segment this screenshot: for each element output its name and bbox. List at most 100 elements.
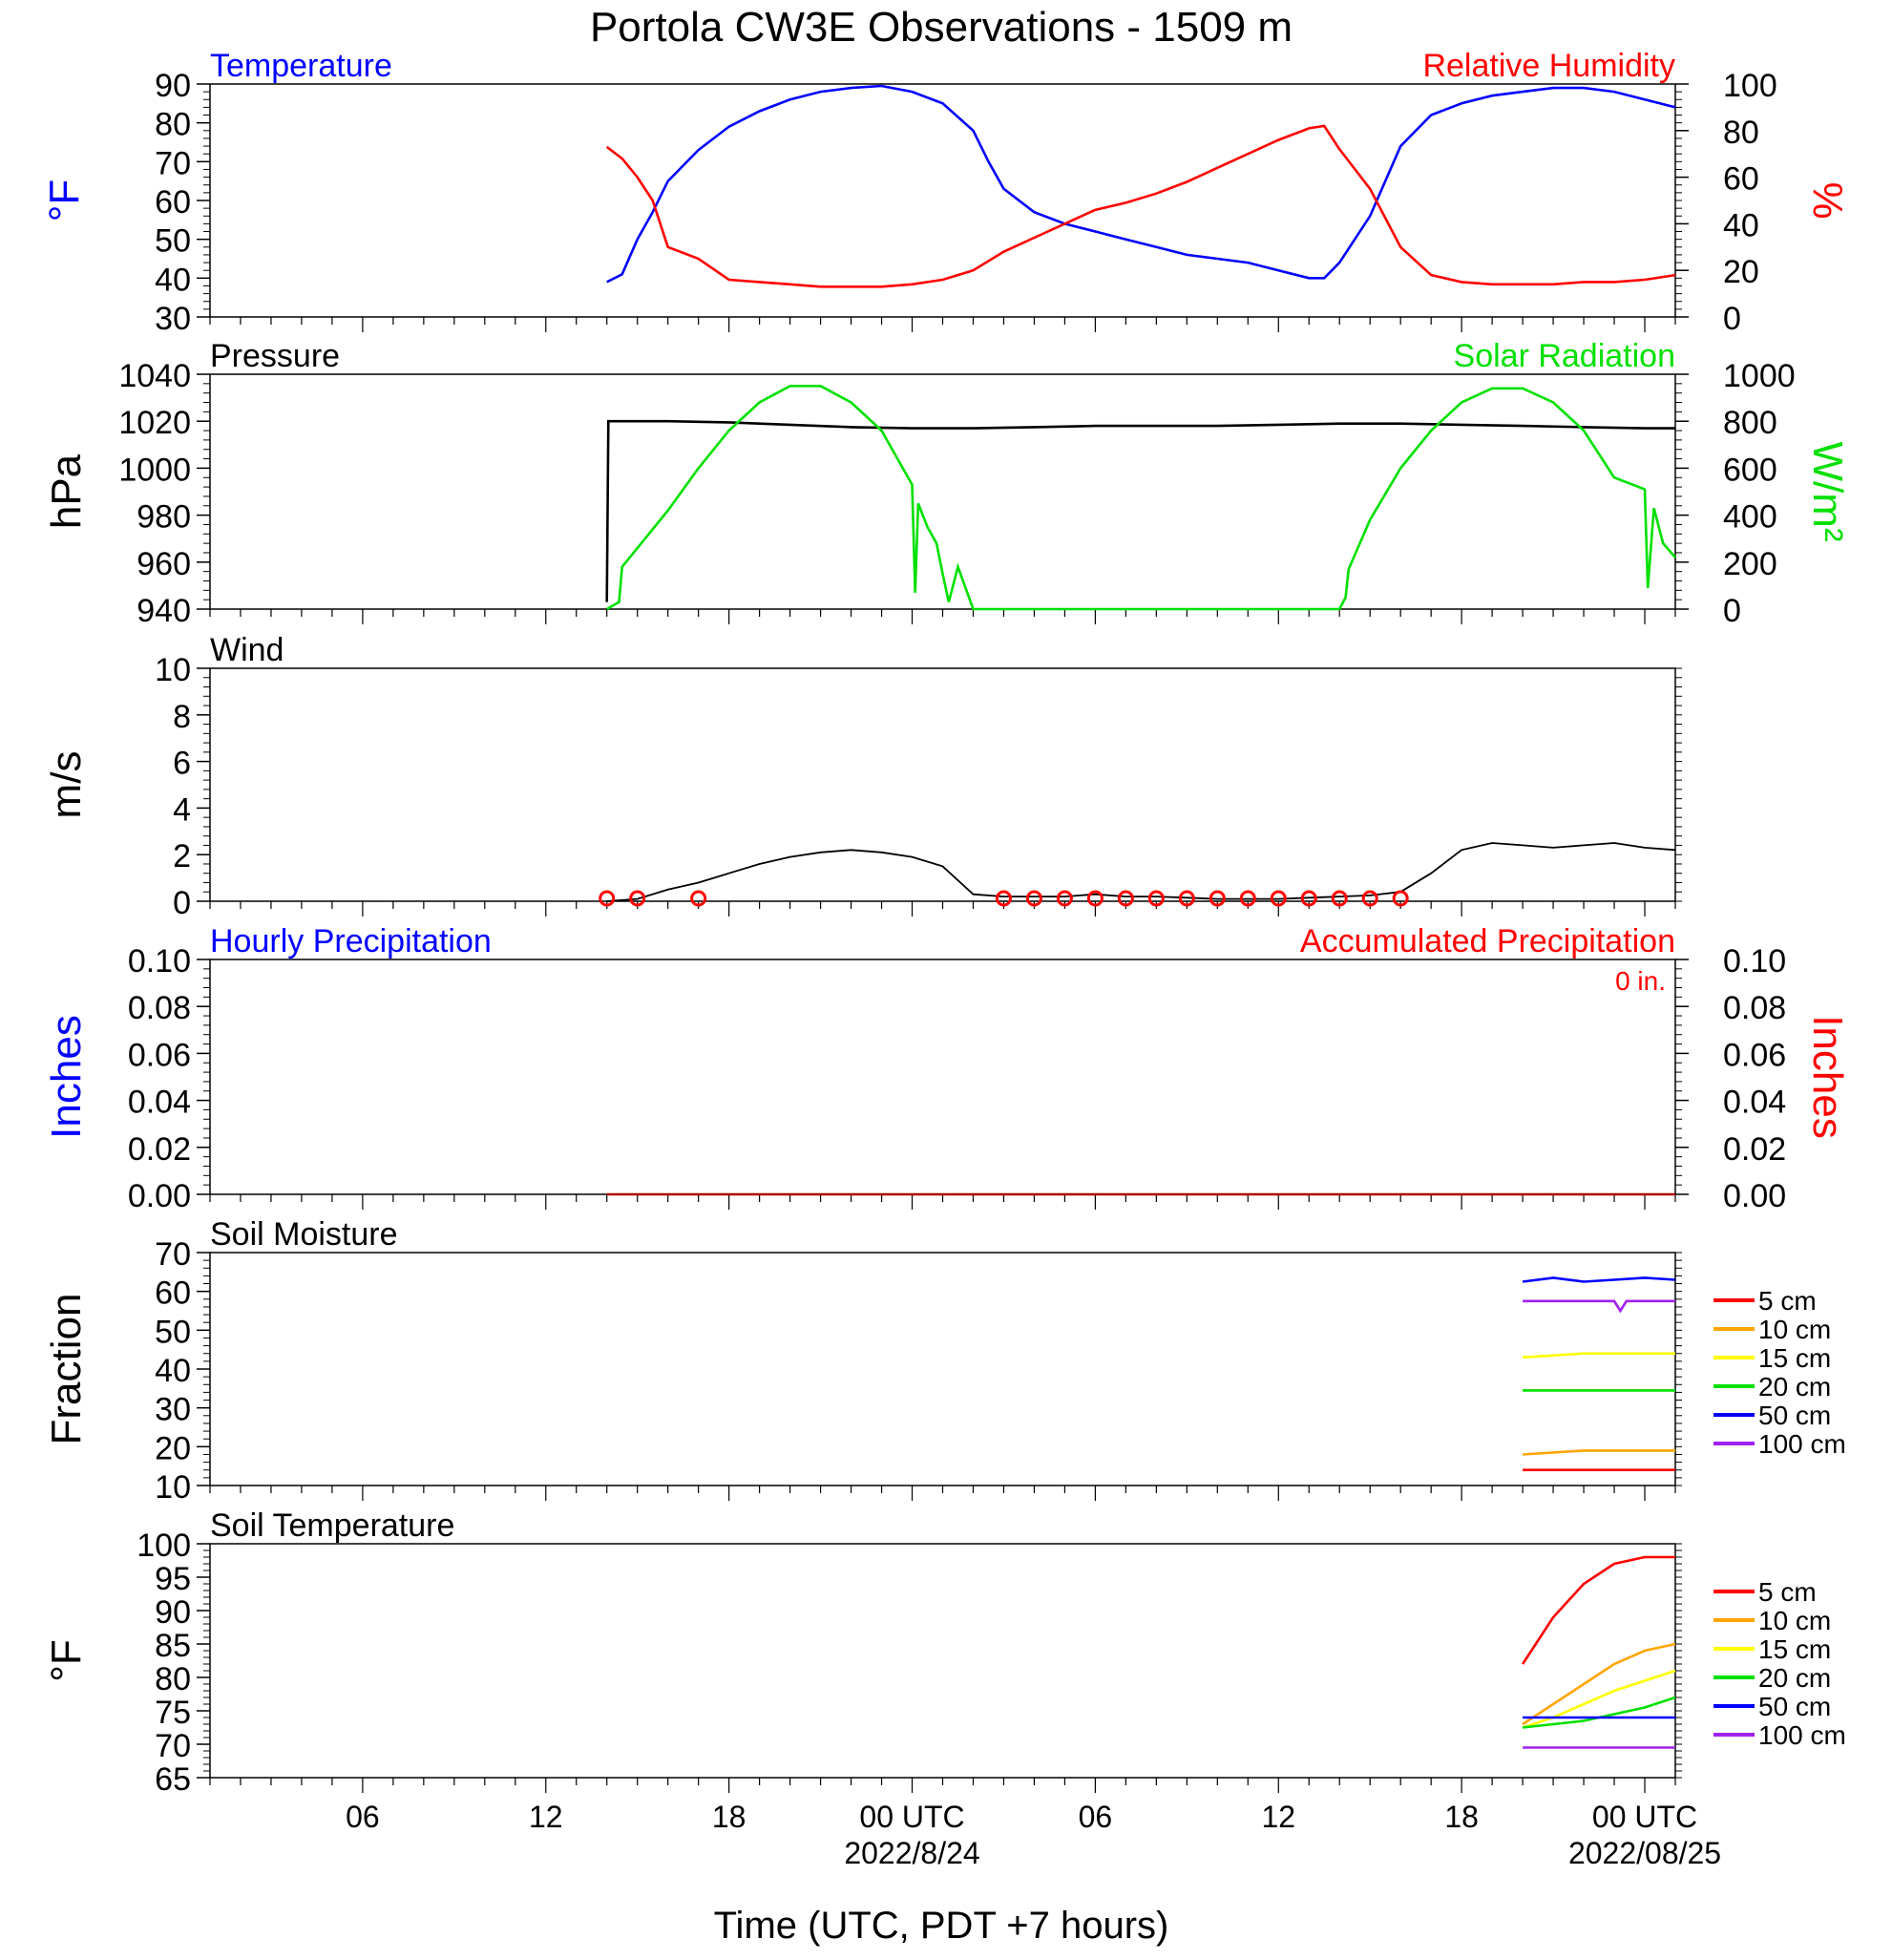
precip-total-annotation: 0 in. — [1615, 966, 1666, 996]
calm-wind-marker — [1361, 890, 1378, 907]
panel-title-right: Solar Radiation — [1454, 338, 1675, 374]
y-tick-label-left: 65 — [155, 1761, 191, 1798]
y-tick-label-left: 60 — [155, 1275, 191, 1312]
calm-wind-marker — [1331, 890, 1348, 907]
y-tick-label-left: 960 — [137, 546, 191, 582]
y-tick-label-left: 60 — [155, 184, 191, 221]
x-tick-label: 12 — [1261, 1800, 1295, 1834]
y-tick-label-left: 40 — [155, 1353, 191, 1389]
y-tick-label-right: 400 — [1723, 499, 1777, 536]
calm-wind-marker — [1178, 890, 1195, 907]
y-tick-label-left: 0.04 — [128, 1085, 191, 1121]
x-tick-label: 00 UTC — [1592, 1800, 1697, 1834]
y-tick-label-right: 0.06 — [1723, 1037, 1786, 1073]
panel-title-left: Temperature — [210, 48, 392, 84]
legend-label: 15 cm — [1758, 1343, 1831, 1373]
y-tick-label-left: 0 — [173, 885, 191, 921]
y-tick-label-left: 2 — [173, 838, 191, 875]
panel-title-right: Relative Humidity — [1422, 48, 1675, 84]
panel-title-right: Accumulated Precipitation — [1300, 923, 1675, 959]
y-tick-label-left: 95 — [155, 1561, 191, 1597]
series-line-soil-temperature-0 — [1522, 1555, 1675, 1665]
y-tick-label-right: 0 — [1723, 301, 1741, 337]
panel-precipitation: 0.00 0.02 0.04 0.06 0.08 0.10 0.00 0.02 0.04 0.06… — [43, 923, 1851, 1214]
y-tick-label-left: 75 — [155, 1695, 191, 1731]
y-tick-label-left: 0.06 — [128, 1037, 191, 1073]
x-tick-label: 00 UTC — [859, 1800, 964, 1834]
y-axis-label-right: Inches — [1804, 1015, 1851, 1139]
calm-wind-marker — [1300, 890, 1317, 907]
y-tick-label-left: 50 — [155, 1314, 191, 1350]
calm-wind-marker — [1117, 890, 1134, 907]
series-line-soil-moisture-4 — [1522, 1276, 1676, 1283]
y-tick-label-right: 0.08 — [1723, 990, 1786, 1026]
legend-label: 50 cm — [1758, 1401, 1831, 1430]
y-axis-label-left: hPa — [43, 453, 90, 529]
y-tick-label-left: 70 — [155, 145, 191, 181]
y-tick-label-right: 800 — [1723, 405, 1777, 441]
y-tick-label-right: 20 — [1723, 254, 1759, 290]
y-tick-label-left: 30 — [155, 301, 191, 337]
x-tick-label: 06 — [1079, 1800, 1113, 1834]
y-tick-label-left: 0.02 — [128, 1131, 191, 1168]
legend-label: 5 cm — [1758, 1286, 1817, 1316]
x-tick-label: 18 — [712, 1800, 746, 1834]
panel-title-left: Soil Moisture — [210, 1216, 398, 1253]
series-line-pressure-solar-1 — [606, 384, 1676, 611]
series-line-soil-temperature-2 — [1522, 1669, 1676, 1729]
calm-wind-marker — [1147, 890, 1165, 907]
y-tick-label-left: 70 — [155, 1728, 191, 1764]
y-tick-label-left: 30 — [155, 1392, 191, 1428]
y-tick-label-left: 40 — [155, 262, 191, 298]
calm-wind-marker — [1270, 890, 1287, 907]
y-tick-label-left: 1020 — [118, 405, 191, 441]
y-tick-label-right: 60 — [1723, 161, 1759, 198]
y-tick-label-left: 8 — [173, 699, 191, 735]
y-tick-label-left: 940 — [137, 593, 191, 629]
y-axis-label-left: Fraction — [43, 1294, 90, 1445]
y-tick-label-left: 4 — [173, 791, 191, 828]
panel-title-left: Soil Temperature — [210, 1507, 454, 1544]
y-tick-label-left: 50 — [155, 223, 191, 260]
y-axis-label-right: % — [1804, 181, 1851, 219]
y-tick-label-left: 80 — [155, 107, 191, 143]
y-tick-label-left: 0.08 — [128, 990, 191, 1026]
y-tick-label-left: 70 — [155, 1236, 191, 1273]
y-tick-label-left: 6 — [173, 746, 191, 782]
y-axis-label-left: °F — [41, 179, 88, 221]
panel-title-left: Pressure — [210, 338, 340, 374]
legend-label: 100 cm — [1758, 1720, 1846, 1750]
x-date-label: 2022/08/25 — [1568, 1836, 1721, 1870]
panel-title-left: Wind — [210, 632, 284, 668]
y-axis-label-left: °F — [43, 1639, 90, 1681]
y-tick-label-left: 0.10 — [128, 943, 191, 980]
y-tick-label-right: 0 — [1723, 593, 1741, 629]
y-tick-label-right: 600 — [1723, 452, 1777, 488]
x-date-label: 2022/8/24 — [844, 1836, 979, 1870]
calm-wind-marker — [599, 890, 616, 907]
y-tick-label-right: 1000 — [1723, 358, 1796, 394]
legend-label: 5 cm — [1758, 1577, 1817, 1607]
series-line-soil-moisture-2 — [1523, 1352, 1675, 1359]
legend-label: 50 cm — [1758, 1692, 1831, 1721]
calm-wind-marker — [1025, 890, 1042, 907]
y-axis-label-right: W/m² — [1804, 441, 1851, 541]
y-tick-label-right: 80 — [1723, 115, 1759, 151]
y-tick-label-left: 20 — [155, 1430, 191, 1466]
legend-label: 100 cm — [1758, 1429, 1846, 1459]
y-tick-label-right: 0.02 — [1723, 1131, 1786, 1168]
panel-pressure-solar: 940 960 980 1000 1020 1040 0 200 400 600 800 1000 Pr… — [43, 338, 1851, 629]
y-tick-label-left: 85 — [155, 1628, 191, 1664]
series-line-soil-moisture-1 — [1523, 1449, 1675, 1456]
y-tick-label-left: 80 — [155, 1661, 191, 1697]
y-tick-label-right: 200 — [1723, 546, 1777, 582]
calm-wind-marker — [1239, 890, 1256, 907]
y-tick-label-left: 10 — [155, 1469, 191, 1506]
series-line-temperature-humidity-0 — [606, 84, 1676, 284]
x-tick-label: 12 — [529, 1800, 563, 1834]
